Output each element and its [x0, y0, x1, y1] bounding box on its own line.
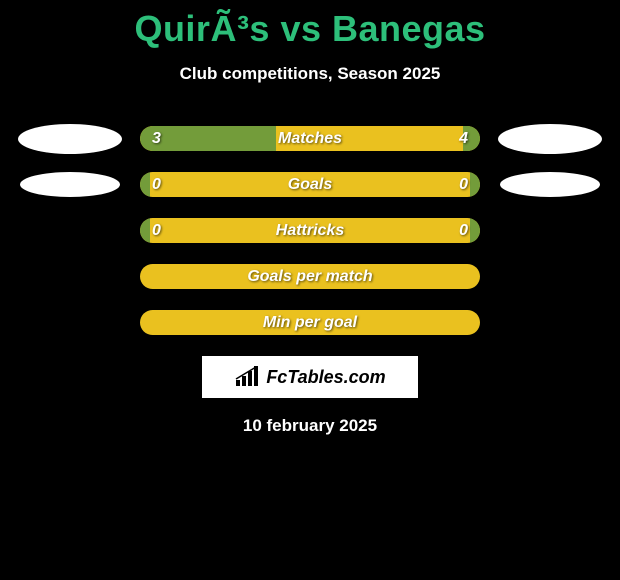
- stat-bar: 0 0 Hattricks: [140, 218, 480, 243]
- bar-fill-left: [140, 218, 150, 243]
- page-subtitle: Club competitions, Season 2025: [0, 64, 620, 84]
- bar-fill-right: [470, 218, 480, 243]
- stat-value-left: 0: [152, 176, 161, 194]
- stat-bar: 0 0 Goals: [140, 172, 480, 197]
- stat-row: 0 0 Hattricks: [0, 218, 620, 243]
- stat-value-left: 0: [152, 222, 161, 240]
- stat-row: Min per goal: [0, 310, 620, 335]
- date-label: 10 february 2025: [0, 416, 620, 436]
- stat-value-right: 4: [459, 130, 468, 148]
- stat-label: Matches: [278, 130, 342, 148]
- page-title: QuirÃ³s vs Banegas: [0, 0, 620, 50]
- comparison-card: QuirÃ³s vs Banegas Club competitions, Se…: [0, 0, 620, 580]
- stat-label: Min per goal: [263, 314, 357, 332]
- stats-chart: 3 4 Matches 0 0 Goals 0 0 Hattricks Goals per mat…: [0, 126, 620, 335]
- player-avatar-left: [18, 124, 122, 154]
- player-avatar-right: [500, 172, 600, 197]
- right-avatar-slot: [480, 172, 620, 197]
- bar-fill-right: [470, 172, 480, 197]
- stat-label: Goals: [288, 176, 332, 194]
- stat-row: 0 0 Goals: [0, 172, 620, 197]
- right-avatar-slot: [480, 124, 620, 154]
- left-avatar-slot: [0, 124, 140, 154]
- source-logo: FcTables.com: [202, 356, 418, 398]
- stat-label: Goals per match: [247, 268, 372, 286]
- logo-text: FcTables.com: [266, 367, 385, 388]
- bar-fill-left: [140, 172, 150, 197]
- stat-bar: 3 4 Matches: [140, 126, 480, 151]
- player-avatar-right: [498, 124, 602, 154]
- stat-label: Hattricks: [276, 222, 344, 240]
- stat-row: Goals per match: [0, 264, 620, 289]
- stat-value-right: 0: [459, 176, 468, 194]
- stat-row: 3 4 Matches: [0, 126, 620, 151]
- player-avatar-left: [20, 172, 120, 197]
- stat-bar: Goals per match: [140, 264, 480, 289]
- left-avatar-slot: [0, 172, 140, 197]
- stat-bar: Min per goal: [140, 310, 480, 335]
- stat-value-left: 3: [152, 130, 161, 148]
- bars-icon: [234, 366, 262, 388]
- stat-value-right: 0: [459, 222, 468, 240]
